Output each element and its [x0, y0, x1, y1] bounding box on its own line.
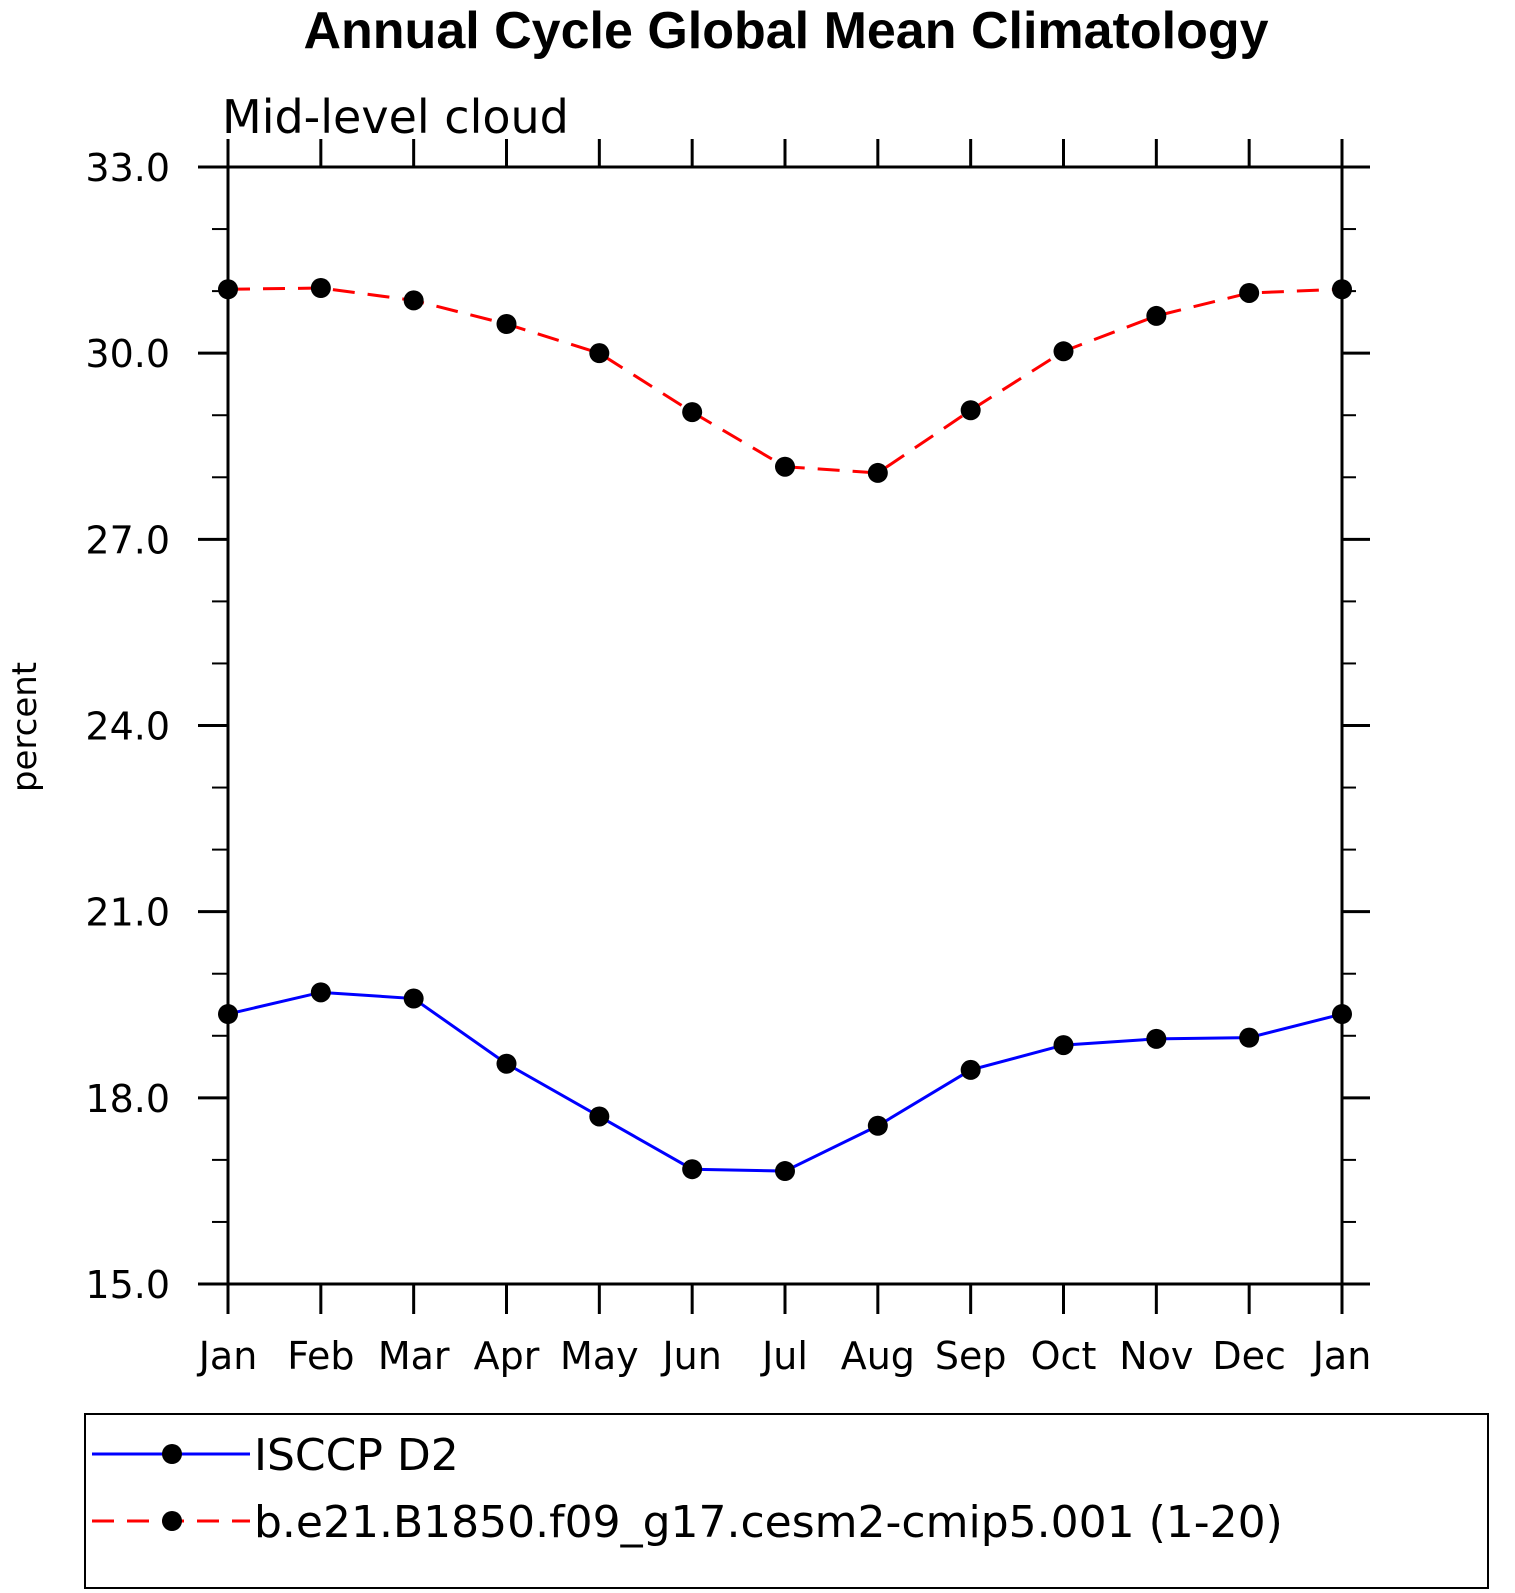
series-1-point	[403, 988, 424, 1009]
chart-title: Annual Cycle Global Mean Climatology	[303, 2, 1268, 60]
legend-marker-1	[162, 1444, 182, 1464]
series-2-point	[1146, 305, 1167, 326]
series-2-point	[960, 400, 981, 421]
series-2-point	[403, 290, 424, 311]
y-tick-label: 21.0	[85, 891, 170, 935]
series-2-point	[310, 278, 331, 299]
plot-frame	[226, 165, 1344, 1286]
legend-box	[84, 1413, 1489, 1589]
x-tick-label: Oct	[1031, 1334, 1097, 1378]
y-tick-label: 24.0	[85, 705, 170, 749]
series-1-point	[867, 1115, 888, 1136]
legend-label-2: b.e21.B1850.f09_g17.cesm2-cmip5.001 (1-2…	[254, 1497, 1283, 1548]
x-tick-label: Jan	[1311, 1334, 1372, 1378]
y-tick-label: 30.0	[85, 332, 170, 376]
y-axis-label: percent	[5, 662, 45, 792]
y-tick-label: 15.0	[85, 1263, 170, 1307]
series-2-point	[682, 402, 703, 423]
series-1-point	[960, 1059, 981, 1080]
series-2-point	[1053, 341, 1074, 362]
series-1-point	[1146, 1028, 1167, 1049]
y-axis-ticks: 15.0 18.0 21.0 24.0 27.0 30.0 33.0	[85, 146, 1370, 1307]
series-layer	[218, 278, 1352, 1182]
series-2-point	[218, 279, 238, 300]
legend-marker-2	[162, 1511, 182, 1531]
x-tick-label: Feb	[287, 1334, 354, 1378]
legend-label-1: ISCCP D2	[254, 1430, 459, 1481]
x-tick-label: Jul	[760, 1334, 808, 1378]
series-1-point	[589, 1106, 610, 1127]
series-1-point	[496, 1053, 517, 1074]
x-tick-label: Jun	[660, 1334, 721, 1378]
x-tick-label: Dec	[1212, 1334, 1286, 1378]
series-1-point	[1332, 1004, 1352, 1025]
series-1-point	[310, 982, 331, 1003]
series-2-point	[775, 456, 795, 477]
x-tick-label: Sep	[935, 1334, 1007, 1378]
series-2-point	[867, 462, 888, 483]
chart-subtitle: Mid-level cloud	[222, 90, 569, 144]
series-1-point	[682, 1159, 703, 1180]
series-1-point	[775, 1161, 795, 1182]
y-tick-label: 33.0	[85, 146, 170, 190]
legend: ISCCP D2 b.e21.B1850.f09_g17.cesm2-cmip5.…	[92, 1430, 1283, 1548]
x-tick-label: Apr	[474, 1334, 540, 1378]
x-tick-label: Jan	[197, 1334, 258, 1378]
x-tick-label: Aug	[841, 1334, 915, 1378]
y-tick-label: 27.0	[85, 518, 170, 562]
x-axis-ticks: Jan Feb Mar Apr May Jun Jul Aug Sep Oct Nov Dec Jan	[197, 139, 1372, 1378]
series-1-point	[1239, 1027, 1260, 1048]
x-tick-label: Nov	[1119, 1334, 1193, 1378]
x-tick-label: May	[560, 1334, 639, 1378]
series-line-1	[227, 990, 1343, 1173]
series-line-2	[227, 286, 1343, 475]
y-tick-label: 18.0	[85, 1077, 170, 1121]
series-2-point	[1239, 282, 1260, 303]
series-1-point	[1053, 1035, 1074, 1056]
series-2-point	[589, 343, 610, 364]
series-2-point	[1332, 279, 1352, 300]
x-tick-label: Mar	[378, 1334, 450, 1378]
series-1-point	[218, 1004, 238, 1025]
series-2-point	[496, 314, 517, 335]
